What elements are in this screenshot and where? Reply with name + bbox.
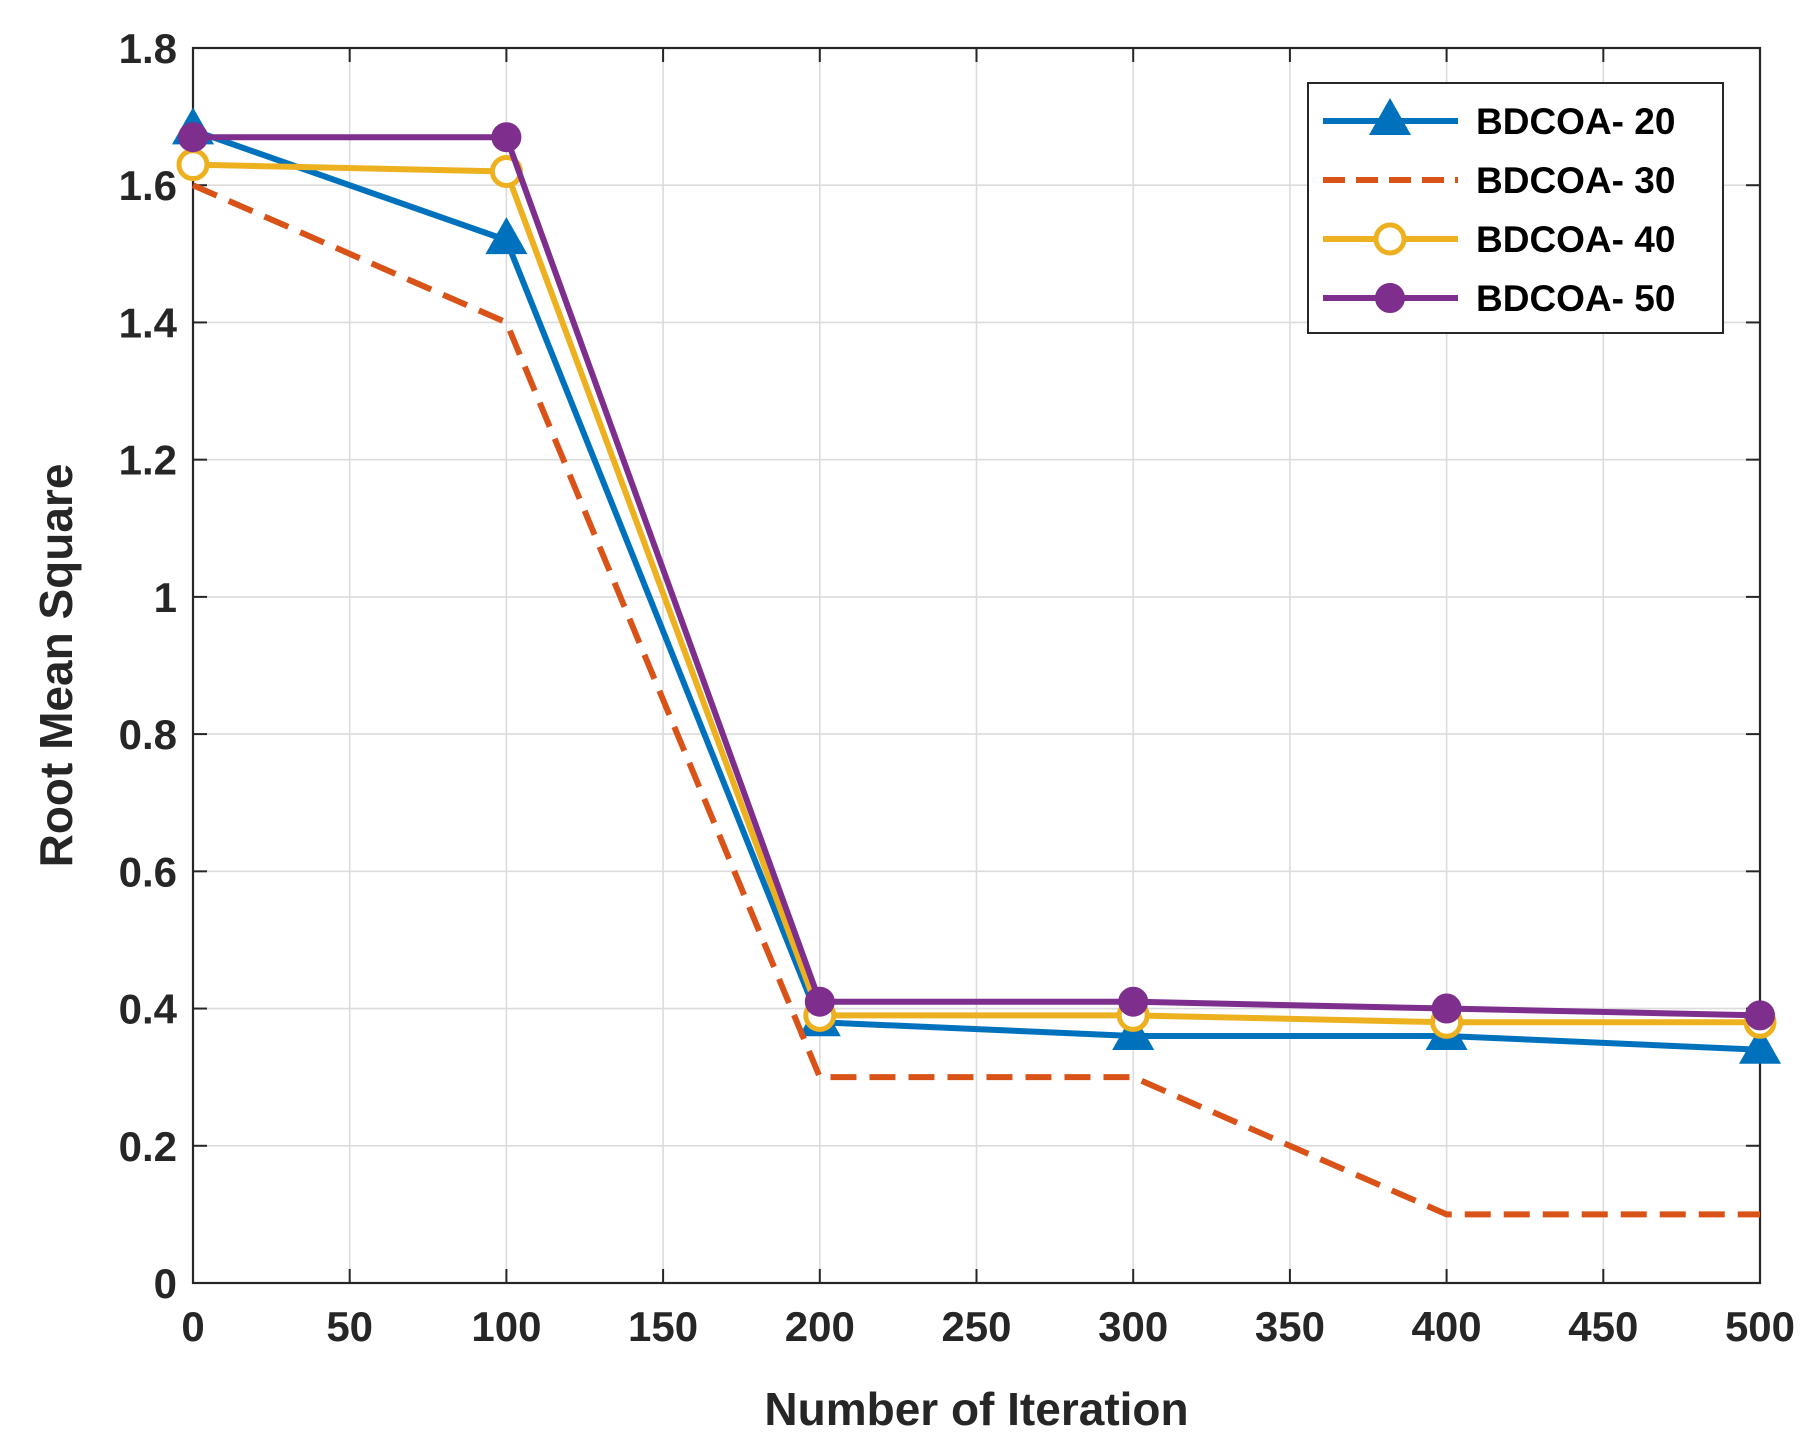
- legend-label: BDCOA- 20: [1476, 101, 1675, 142]
- data-point-circle-marker: [176, 148, 210, 182]
- data-point-triangle-marker: [1112, 1012, 1155, 1051]
- x-tick-label: 500: [1725, 1303, 1795, 1350]
- legend-label: BDCOA- 50: [1476, 278, 1675, 319]
- data-point-dot-marker: [491, 122, 522, 153]
- x-tick-label: 350: [1255, 1303, 1325, 1350]
- data-point-dot-marker: [1431, 993, 1462, 1024]
- x-tick-label: 0: [181, 1303, 204, 1350]
- x-tick-label: 50: [326, 1303, 373, 1350]
- legend-entry: BDCOA- 40: [1323, 219, 1675, 260]
- data-point-dot-marker: [1745, 1000, 1775, 1031]
- y-tick-label: 0.4: [119, 986, 178, 1033]
- legend-label: BDCOA- 30: [1476, 160, 1675, 201]
- y-tick-label: 1: [154, 574, 177, 621]
- x-tick-label: 450: [1568, 1303, 1638, 1350]
- y-tick-label: 1.8: [119, 25, 177, 72]
- x-tick-label: 400: [1412, 1303, 1482, 1350]
- series-bdcoa-50: [178, 122, 1775, 1031]
- series-bdcoa-30: [191, 182, 1760, 1218]
- legend-label: BDCOA- 40: [1476, 219, 1675, 260]
- legend-triangle-marker: [1368, 97, 1412, 136]
- legend-entry: BDCOA- 30: [1323, 160, 1675, 201]
- data-point-dot-marker: [804, 986, 835, 1017]
- y-tick-label: 1.6: [119, 162, 177, 209]
- y-tick-label: 0.2: [119, 1123, 177, 1170]
- y-tick-label: 0.6: [119, 848, 177, 895]
- y-tick-label: 1.4: [119, 299, 178, 346]
- legend-circle-marker: [1373, 222, 1407, 256]
- x-axis-title: Number of Iteration: [764, 1383, 1188, 1435]
- y-tick-label: 0: [154, 1260, 177, 1307]
- legend-dot-marker: [1375, 283, 1405, 313]
- legend-entry: BDCOA- 20: [1323, 97, 1675, 142]
- legend: BDCOA- 20 BDCOA- 30 BDCOA- 40 BDCOA- 50: [1307, 82, 1724, 334]
- data-point-triangle-marker: [1738, 1026, 1782, 1064]
- x-tick-label: 150: [628, 1303, 698, 1350]
- x-tick-label: 250: [941, 1303, 1011, 1350]
- series-line: [192, 161, 1760, 1026]
- x-tick-label: 100: [471, 1303, 541, 1350]
- series-bdcoa-40: [176, 148, 1777, 1039]
- data-point-dot-marker: [1118, 986, 1149, 1017]
- data-point-triangle-marker: [485, 217, 528, 255]
- series-line: [192, 127, 1761, 1053]
- y-tick-label: 0.8: [119, 711, 177, 758]
- legend-entry: BDCOA- 50: [1323, 278, 1675, 319]
- data-point-dot-marker: [178, 122, 208, 153]
- series-line: [191, 182, 1760, 1218]
- y-tick-label: 1.2: [119, 437, 177, 484]
- y-axis-title: Root Mean Square: [30, 464, 82, 868]
- x-tick-label: 200: [785, 1303, 855, 1350]
- axis-ticks: 0 50 100 150 200 250 300 350 400 450 500 0 0.2 0.4 0.6…: [119, 25, 1795, 1350]
- series-line: [193, 134, 1761, 1019]
- x-tick-label: 300: [1098, 1303, 1168, 1350]
- series-group: [171, 107, 1782, 1218]
